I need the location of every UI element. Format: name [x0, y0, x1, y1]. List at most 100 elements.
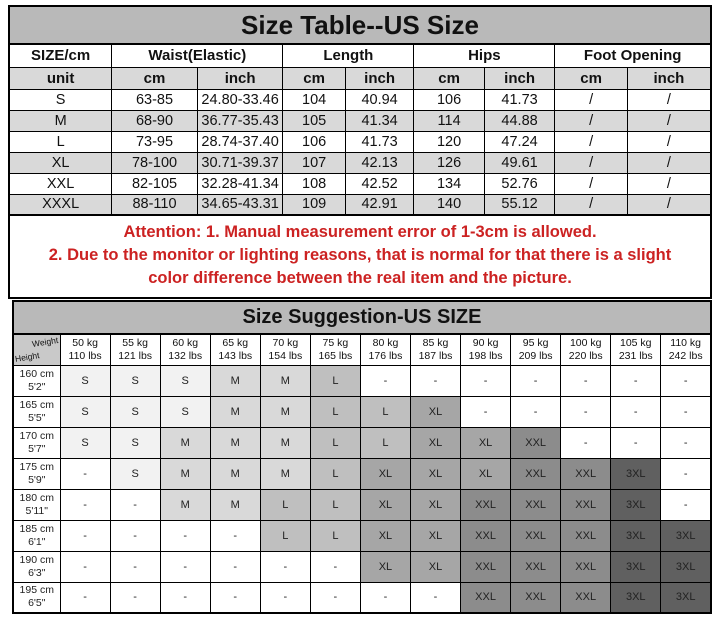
- measurement-value: /: [554, 172, 628, 195]
- size-suggestion-cell: XXL: [510, 457, 562, 490]
- height-cm: 195 cm: [19, 584, 54, 597]
- unit-cm: cm: [111, 66, 198, 90]
- size-suggestion-cell: XL: [409, 395, 462, 428]
- size-label: XL: [8, 151, 113, 174]
- size-suggestion-cell: M: [209, 488, 261, 521]
- weight-lbs: 231 lbs: [618, 349, 653, 362]
- size-suggestion-cell: M: [259, 395, 311, 428]
- height-label: 170 cm 5'7": [12, 426, 61, 459]
- measurement-value: 73-95: [111, 130, 198, 153]
- measurement-value: /: [626, 88, 712, 111]
- size-suggestion-cell: XL: [359, 519, 411, 552]
- unit-cm: cm: [554, 66, 628, 90]
- measurement-value: 105: [282, 109, 346, 132]
- size-suggestion-cell: XL: [409, 457, 462, 490]
- col-size: SIZE/cm: [8, 43, 113, 68]
- col-foot-opening: Foot Opening: [554, 43, 712, 68]
- height-cm: 160 cm: [19, 367, 54, 380]
- measurement-value: 28.74-37.40: [196, 130, 284, 153]
- size-suggestion-cell: -: [660, 426, 712, 459]
- unit-inch: inch: [626, 66, 712, 90]
- size-suggestion-cell: -: [259, 550, 311, 583]
- weight-kg: 55 kg: [122, 336, 148, 349]
- weight-lbs: 143 lbs: [218, 349, 253, 362]
- measurement-value: 42.52: [344, 172, 415, 195]
- size-table-section: Size Table--US Size SIZE/cm Waist(Elasti…: [8, 5, 712, 299]
- weight-header: 65 kg 143 lbs: [209, 333, 261, 366]
- weight-kg: 110 kg: [670, 336, 702, 349]
- height-label: 190 cm 6'3": [12, 550, 61, 583]
- size-table-row: XXL 82-105 32.28-41.34 108 42.52 134 52.76//: [8, 172, 712, 195]
- size-label: XXXL: [8, 193, 113, 216]
- size-suggestion-cell: XXL: [560, 519, 612, 552]
- size-suggestion-cell: XXL: [560, 457, 612, 490]
- size-suggestion-cell: XL: [359, 550, 411, 583]
- size-suggestion-cell: -: [510, 364, 562, 397]
- weight-kg: 75 kg: [322, 336, 349, 349]
- size-suggestion-cell: M: [259, 457, 311, 490]
- suggestion-row: 175 cm 5'9" - S M M M L XL XL XL XXL XXL 3XL -: [12, 457, 712, 490]
- corner-height-label: Height: [14, 349, 41, 364]
- weight-header: 50 kg 110 lbs: [59, 333, 111, 366]
- size-suggestion-cell: S: [109, 395, 161, 428]
- suggestion-row: 165 cm 5'5" S S S M M L L XL - - - - -: [12, 395, 712, 428]
- suggestion-row: 170 cm 5'7" S S M M M L L XL XL XXL - - -: [12, 426, 712, 459]
- size-label: M: [8, 109, 113, 132]
- weight-header: 85 kg 187 lbs: [409, 333, 462, 366]
- size-suggestion-cell: M: [209, 395, 261, 428]
- height-ft: 5'7": [28, 442, 46, 455]
- measurement-value: 47.24: [483, 130, 556, 153]
- measurement-value: 55.12: [483, 193, 556, 216]
- height-cm: 185 cm: [19, 522, 54, 535]
- measurement-value: /: [626, 193, 712, 216]
- unit-cm: cm: [413, 66, 485, 90]
- height-label: 165 cm 5'5": [12, 395, 61, 428]
- measurement-value: 134: [413, 172, 485, 195]
- weight-kg: 80 kg: [372, 336, 399, 349]
- measurement-value: 30.71-39.37: [196, 151, 284, 174]
- size-label: S: [8, 88, 113, 111]
- size-suggestion-cell: S: [59, 395, 111, 428]
- size-suggestion-cell: S: [59, 364, 111, 397]
- size-suggestion-cell: -: [610, 364, 662, 397]
- measurement-value: 108: [282, 172, 346, 195]
- size-suggestion-cell: L: [309, 395, 361, 428]
- size-suggestion-cell: M: [259, 364, 311, 397]
- suggestion-row: 185 cm 6'1" - - - - L L XL XL XXL XXL XXL 3XL 3XL: [12, 519, 712, 552]
- measurement-value: 107: [282, 151, 346, 174]
- size-suggestion-cell: -: [209, 519, 261, 552]
- height-cm: 170 cm: [19, 429, 54, 442]
- suggestion-title-row: Size Suggestion-US SIZE: [12, 300, 712, 335]
- weight-lbs: 154 lbs: [268, 349, 303, 362]
- size-suggestion-cell: -: [460, 364, 512, 397]
- size-suggestion-cell: M: [259, 426, 311, 459]
- size-suggestion-cell: XXL: [510, 426, 562, 459]
- size-suggestion-cell: XXL: [560, 488, 612, 521]
- weight-header: 80 kg 176 lbs: [359, 333, 411, 366]
- weight-lbs: 242 lbs: [668, 349, 703, 362]
- size-suggestion-cell: -: [309, 550, 361, 583]
- suggestion-row: 190 cm 6'3" - - - - - - XL XL XXL XXL XXL 3XL 3XL: [12, 550, 712, 583]
- height-cm: 190 cm: [19, 553, 54, 566]
- size-suggestion-cell: XXL: [510, 581, 562, 614]
- weight-header: 95 kg 209 lbs: [510, 333, 562, 366]
- size-table-row: L 73-95 28.74-37.40 106 41.73 120 47.24//: [8, 130, 712, 153]
- size-suggestion-cell: XXL: [460, 488, 512, 521]
- measurement-value: 120: [413, 130, 485, 153]
- weight-kg: 50 kg: [72, 336, 98, 349]
- measurement-value: 41.34: [344, 109, 415, 132]
- size-suggestion-cell: -: [259, 581, 311, 614]
- size-table-unit-row: unit cm inch cm inch cm inch cm inch: [8, 66, 712, 90]
- size-suggestion-cell: S: [159, 395, 211, 428]
- weight-header: 75 kg 165 lbs: [309, 333, 361, 366]
- size-suggestion-cell: -: [510, 395, 562, 428]
- size-suggestion-cell: XXL: [510, 519, 562, 552]
- size-suggestion-cell: -: [59, 488, 111, 521]
- measurement-value: 41.73: [483, 88, 556, 111]
- weight-header: 105 kg 231 lbs: [610, 333, 662, 366]
- size-suggestion-cell: M: [209, 426, 261, 459]
- size-suggestion-cell: -: [59, 581, 111, 614]
- suggestion-row: 180 cm 5'11" - - M M L L XL XL XXL XXL XXL 3XL -: [12, 488, 712, 521]
- size-suggestion-cell: XXL: [460, 550, 512, 583]
- size-suggestion-cell: 3XL: [610, 519, 662, 552]
